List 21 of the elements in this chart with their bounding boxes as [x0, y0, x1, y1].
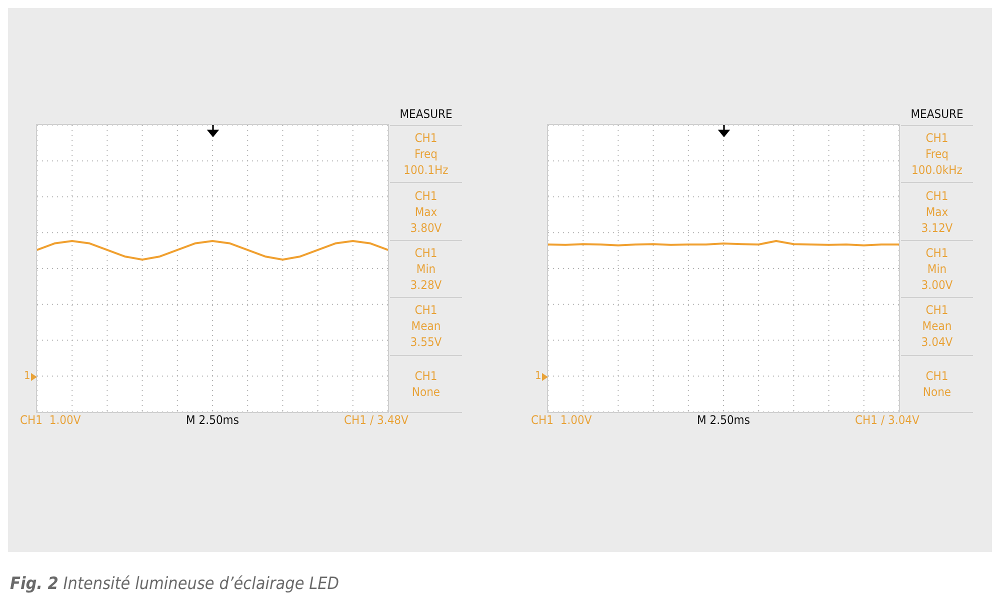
text: CH1 Freq 100.0kHz — [901, 125, 973, 182]
text: CH1 / 3.48V — [344, 413, 408, 427]
text: 1 — [535, 369, 542, 382]
text: CH1 Min 3.00V — [901, 240, 973, 298]
text: CH1 Max 3.80V — [390, 182, 462, 240]
text: 1 — [24, 369, 30, 382]
text: MEASURE — [910, 107, 964, 121]
text: CH1 None — [901, 354, 973, 412]
caption: Fig. 2 Intensité lumineuse d’éclairage LED — [10, 574, 340, 594]
text: CH1 Min 3.28V — [390, 240, 462, 298]
text: CH1 None — [390, 354, 462, 412]
text: M 2.50ms — [696, 413, 751, 427]
text: CH1 1.00V — [20, 413, 81, 427]
text: CH1 Max 3.12V — [901, 182, 973, 240]
text: M 2.50ms — [185, 413, 240, 427]
text: CH1 Mean 3.55V — [390, 297, 462, 355]
text: CH1 1.00V — [531, 413, 592, 427]
text: CH1 / 3.04V — [855, 413, 920, 427]
text: CH1 Mean 3.04V — [901, 297, 973, 355]
text: MEASURE — [398, 107, 454, 121]
text: CH1 Freq 100.1Hz — [390, 125, 462, 182]
